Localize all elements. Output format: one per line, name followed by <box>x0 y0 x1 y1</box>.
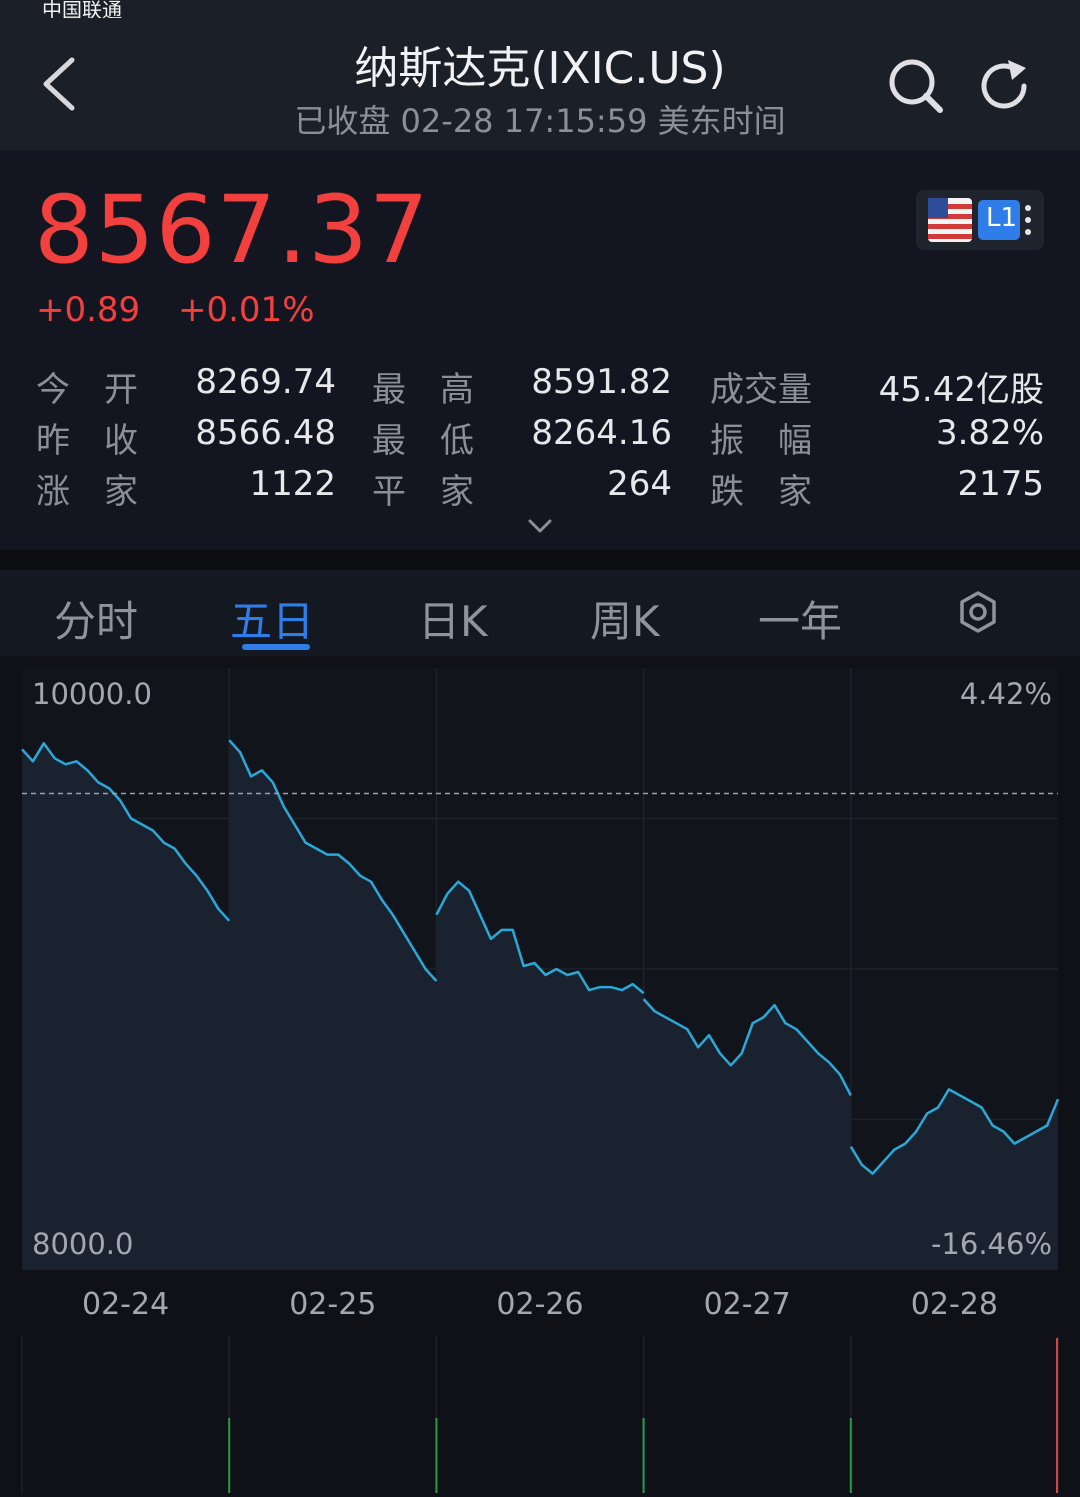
stats-row-1: 今开 8269.74 最高 8591.82 成交量 45.42亿股 <box>0 362 1080 412</box>
chart-area: 10000.0 8000.0 4.42% -16.46% 02-24 02-25 0… <box>0 656 1080 1493</box>
price-series <box>21 739 1060 1175</box>
stat-value-decliners: 2175 <box>957 464 1044 504</box>
tab-intraday[interactable]: 分时 <box>54 597 139 646</box>
price-line-day-4 <box>642 998 852 1096</box>
expand-button[interactable] <box>524 516 556 538</box>
price-line-day-5 <box>849 1088 1060 1175</box>
quote-panel: 8567.37 +0.89 +0.01% L1 今开 8269.74 最高 85… <box>0 150 1080 550</box>
active-tab-indicator <box>242 644 310 650</box>
volume-panel <box>21 1336 1059 1493</box>
stats-row-2: 昨收 8566.48 最低 8264.16 振幅 3.82% <box>0 413 1080 463</box>
top-nav-bar: 纳斯达克(IXIC.US) 已收盘 02-28 17:15:59 美东时间 <box>0 18 1080 150</box>
price-line-day-1 <box>21 742 231 922</box>
stat-value-open: 8269.74 <box>195 362 336 402</box>
stat-value-advancers: 1122 <box>249 464 336 504</box>
price-change: +0.89 <box>36 290 141 330</box>
x-axis-tick-label: 02-24 <box>82 1287 169 1322</box>
status-bar: 中国联通 <box>0 0 1080 22</box>
tab-weekly-k[interactable]: 周K <box>590 597 660 646</box>
x-axis-ticks: 02-24 02-25 02-26 02-27 02-28 <box>82 1287 998 1322</box>
y-axis-min-label: 8000.0 <box>32 1227 133 1261</box>
last-price: 8567.37 <box>34 176 430 285</box>
search-icon <box>889 59 943 113</box>
y-axis-max-percent-label: 4.42% <box>960 677 1052 711</box>
tab-five-day[interactable]: 五日 <box>230 597 315 646</box>
stat-value-volume: 45.42亿股 <box>878 370 1044 410</box>
price-line-day-2 <box>228 739 438 982</box>
x-axis-tick-label: 02-28 <box>911 1287 998 1322</box>
stat-label-decliners: 跌家 <box>710 472 846 512</box>
tab-one-year[interactable]: 一年 <box>758 597 843 646</box>
market-level-badge[interactable]: L1 <box>916 190 1044 250</box>
market-status: 已收盘 02-28 17:15:59 美东时间 <box>294 102 786 140</box>
stat-value-high: 8591.82 <box>531 362 672 402</box>
price-area-fill <box>22 740 1058 1270</box>
stat-label-open: 今开 <box>36 370 172 410</box>
y-axis-min-percent-label: -16.46% <box>931 1227 1052 1261</box>
chart-period-tabs: 分时 五日 日K 周K 一年 <box>0 570 1080 657</box>
stat-value-prev-close: 8566.48 <box>195 413 336 453</box>
chart-settings-button[interactable] <box>956 590 1000 634</box>
five-day-line-chart[interactable]: 10000.0 8000.0 4.42% -16.46% 02-24 02-25 0… <box>0 656 1080 1493</box>
settings-icon <box>960 591 996 633</box>
tab-daily-k[interactable]: 日K <box>418 597 488 646</box>
level-badge-text: L1 <box>986 203 1018 233</box>
stat-value-unchanged: 264 <box>607 464 672 504</box>
x-axis-tick-label: 02-25 <box>289 1287 376 1322</box>
section-divider <box>0 550 1080 570</box>
refresh-icon <box>981 60 1027 109</box>
stat-label-low: 最低 <box>372 421 508 461</box>
stats-row-3: 涨家 1122 平家 264 跌家 2175 <box>0 464 1080 514</box>
stat-label-advancers: 涨家 <box>36 472 172 512</box>
us-flag-icon <box>928 198 1031 242</box>
page-title: 纳斯达克(IXIC.US) <box>354 43 726 94</box>
search-button[interactable] <box>886 56 946 116</box>
price-line-day-3 <box>435 880 645 995</box>
chevron-down-icon <box>528 519 552 533</box>
carrier-label: 中国联通 <box>42 0 122 22</box>
stat-label-unchanged: 平家 <box>372 472 508 512</box>
stat-value-amplitude: 3.82% <box>935 413 1044 453</box>
x-axis-tick-label: 02-26 <box>496 1287 583 1322</box>
x-axis-tick-label: 02-27 <box>704 1287 791 1322</box>
stat-label-volume: 成交量 <box>710 370 812 410</box>
back-arrow-icon <box>43 57 75 111</box>
stat-label-amplitude: 振幅 <box>710 421 846 461</box>
back-button[interactable] <box>38 56 88 112</box>
refresh-button[interactable] <box>976 56 1036 116</box>
y-axis-max-label: 10000.0 <box>32 677 152 711</box>
stat-label-high: 最高 <box>372 370 508 410</box>
price-change-percent: +0.01% <box>178 290 315 330</box>
stat-value-low: 8264.16 <box>531 413 672 453</box>
stat-label-prev-close: 昨收 <box>36 421 172 461</box>
